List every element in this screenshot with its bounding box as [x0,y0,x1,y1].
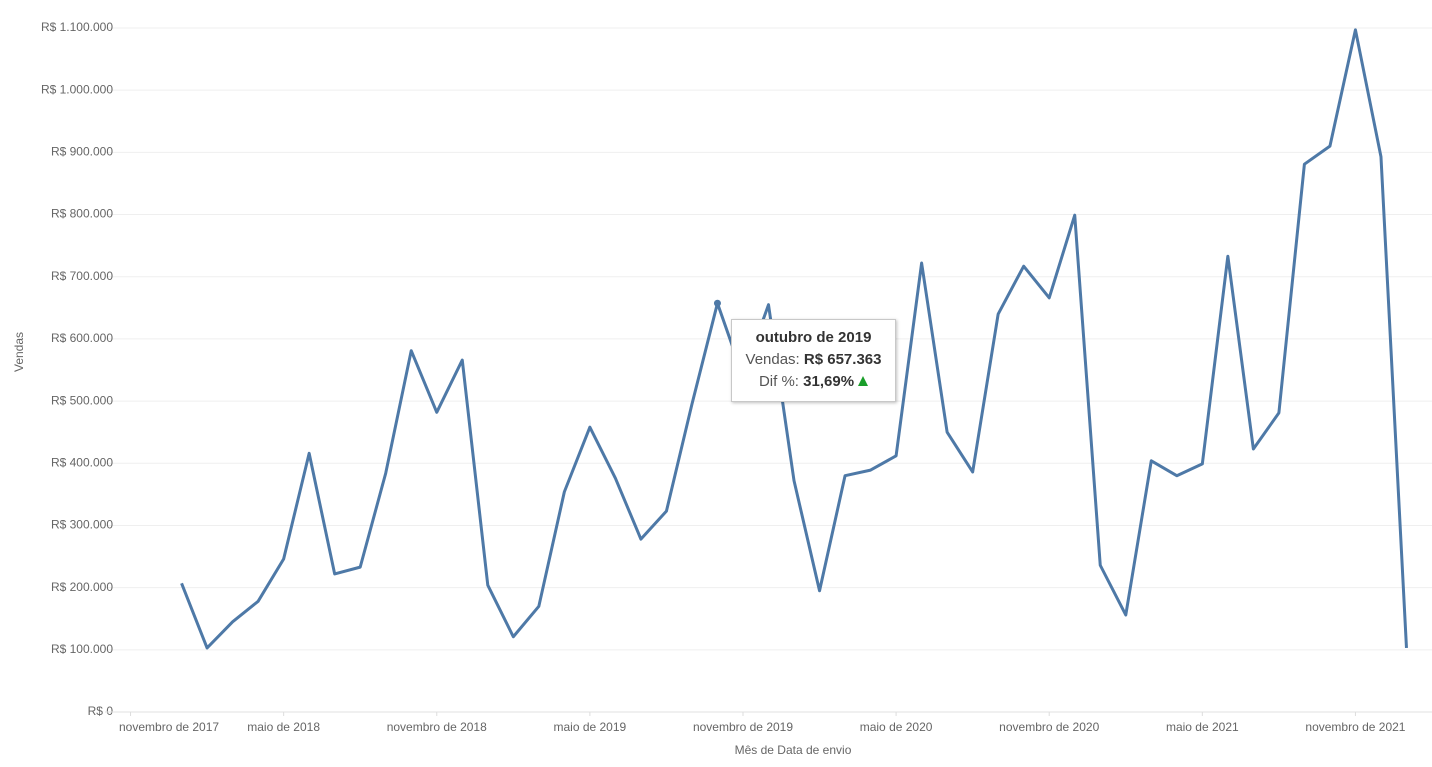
y-tick-label: R$ 1.000.000 [41,82,113,96]
y-tick-label: R$ 1.100.000 [41,20,113,34]
y-tick-label: R$ 700.000 [51,269,113,283]
up-arrow [858,376,869,386]
y-tick-label: R$ 300.000 [51,518,113,532]
y-tick-label: R$ 400.000 [51,455,113,469]
y-tick-label: R$ 600.000 [51,331,113,345]
y-tick-label: R$ 200.000 [51,580,113,594]
x-tick-label: maio de 2021 [1166,720,1239,734]
tooltip-value: R$ 657.363 [803,351,882,368]
y-axis-title: Vendas [12,332,26,372]
line [180,28,1408,650]
y-tick-label: R$ 500.000 [51,393,113,407]
x-tick-label: novembro de 2018 [387,720,487,734]
y-tick-label: R$ 800.000 [51,207,113,221]
tooltip: outubro de 2019 Vendas: R$ 657.363 Dif %… [731,319,896,402]
x-axis-title: Mês de Data de envio [735,743,852,757]
tooltip-label: Vendas: [745,351,800,368]
x-tick-label: maio de 2020 [860,720,933,734]
x-tick-label: novembro de 2021 [1305,720,1405,734]
tooltip-value: 31,69% [803,373,855,390]
x-tick-label: novembro de 2017 [119,720,219,734]
y-tick-label: R$ 100.000 [51,642,113,656]
highlight-point [713,299,721,307]
tooltip-title: outubro de 2019 [755,329,872,346]
x-tick-label: novembro de 2019 [693,720,793,734]
tooltip-label: Dif %: [758,373,799,390]
x-tick-label: maio de 2019 [553,720,626,734]
y-tick-label: R$ 900.000 [51,145,113,159]
x-tick-label: novembro de 2020 [999,720,1099,734]
y-tick-label: R$ 0 [88,704,114,718]
x-tick-label: maio de 2018 [247,720,320,734]
